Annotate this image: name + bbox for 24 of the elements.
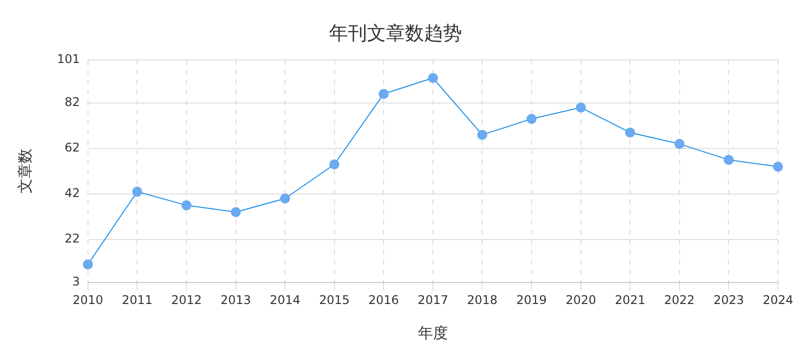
x-tick-label: 2017 bbox=[418, 292, 448, 307]
x-tick-label: 2018 bbox=[466, 292, 498, 307]
x-tick-label: 2023 bbox=[713, 292, 744, 307]
x-tick-label: 2019 bbox=[516, 292, 547, 307]
y-tick-label: 3 bbox=[72, 274, 80, 289]
y-tick-label: 82 bbox=[64, 95, 80, 110]
x-tick-label: 2010 bbox=[72, 292, 104, 307]
y-tick-label: 101 bbox=[57, 52, 80, 66]
x-tick-label: 2011 bbox=[122, 292, 152, 307]
x-tick-label: 2013 bbox=[220, 292, 252, 307]
x-axis-title: 年度 bbox=[418, 324, 448, 342]
x-tick-label: 2016 bbox=[368, 292, 399, 307]
x-tick-label: 2022 bbox=[664, 292, 695, 307]
x-tick-label: 2020 bbox=[566, 292, 596, 307]
x-tick-label: 2014 bbox=[270, 292, 300, 307]
x-tick-label: 2015 bbox=[319, 292, 350, 307]
y-tick-label: 62 bbox=[64, 140, 80, 155]
x-tick-label: 2021 bbox=[614, 292, 646, 307]
y-tick-label: 42 bbox=[64, 186, 80, 200]
x-tick-label: 2012 bbox=[171, 292, 202, 307]
y-tick-label: 22 bbox=[64, 232, 80, 246]
chart-title: 年刊文章数趋势 bbox=[329, 22, 462, 44]
y-axis-title: 文章数 bbox=[16, 148, 34, 194]
x-tick-label: 2024 bbox=[762, 292, 794, 307]
